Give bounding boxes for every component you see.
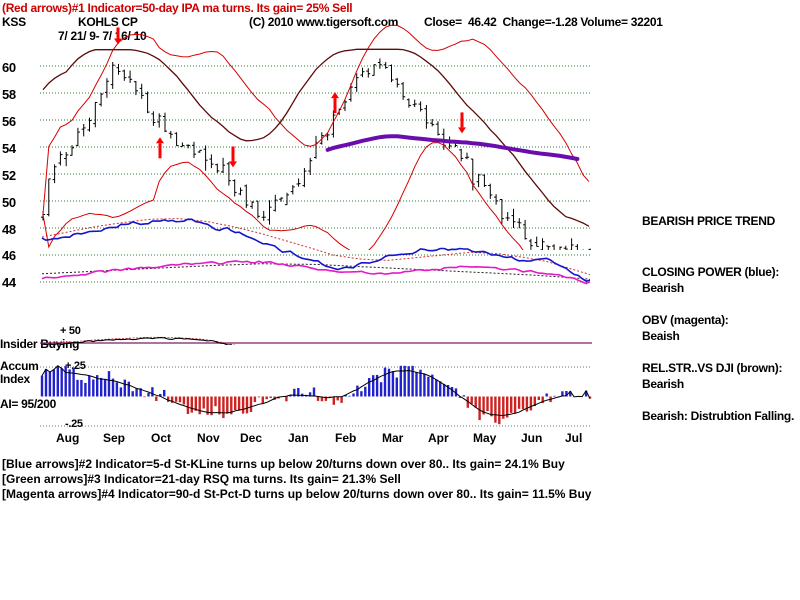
svg-text:Dec: Dec	[240, 431, 262, 445]
svg-text:Jun: Jun	[521, 431, 542, 445]
svg-text:Nov: Nov	[197, 431, 220, 445]
svg-text:Feb: Feb	[335, 431, 356, 445]
svg-text:Mar: Mar	[382, 431, 404, 445]
svg-text:Aug: Aug	[56, 431, 79, 445]
svg-text:Sep: Sep	[103, 431, 125, 445]
svg-text:Oct: Oct	[151, 431, 171, 445]
svg-text:Jan: Jan	[288, 431, 309, 445]
svg-text:Apr: Apr	[428, 431, 449, 445]
svg-text:May: May	[473, 431, 497, 445]
svg-text:Jul: Jul	[565, 431, 582, 445]
